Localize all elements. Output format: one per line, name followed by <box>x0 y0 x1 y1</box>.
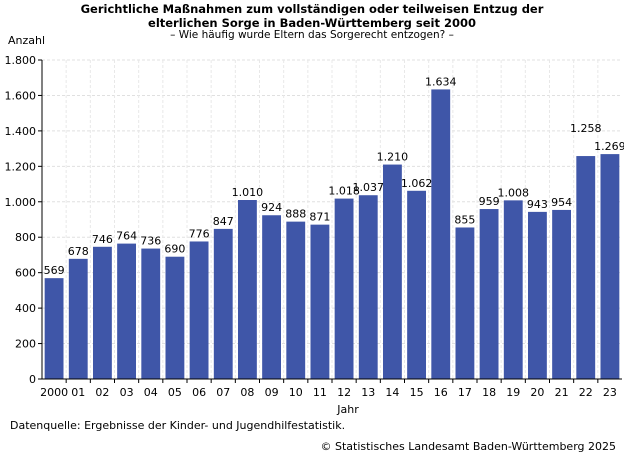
y-tick-label: 400 <box>15 302 36 315</box>
value-label: 678 <box>68 245 89 258</box>
bar-09 <box>262 215 282 379</box>
y-tick-label: 1.200 <box>5 160 37 173</box>
x-tick-label: 09 <box>265 386 279 399</box>
y-tick-label: 600 <box>15 267 36 280</box>
value-label: 746 <box>92 233 113 246</box>
value-label: 736 <box>140 235 161 248</box>
x-tick-label: 17 <box>458 386 472 399</box>
bar-23 <box>600 154 620 379</box>
value-label: 855 <box>454 213 475 226</box>
y-tick-label: 1.800 <box>5 54 37 67</box>
x-tick-label: 05 <box>168 386 182 399</box>
bar-2000 <box>44 278 64 379</box>
x-tick-label: 01 <box>71 386 85 399</box>
x-tick-label: 07 <box>216 386 230 399</box>
bar-06 <box>189 241 209 379</box>
bar-07 <box>213 228 233 379</box>
chart-subtitle: – Wie häufig wurde Eltern das Sorgerecht… <box>170 29 454 41</box>
value-label: 1.269 <box>594 140 624 153</box>
x-tick-label: 12 <box>337 386 351 399</box>
value-label: 954 <box>551 196 572 209</box>
y-tick-label: 0 <box>29 373 36 386</box>
y-axis-label: Anzahl <box>8 34 46 47</box>
value-label: 871 <box>309 211 330 224</box>
bar-22 <box>576 156 596 379</box>
x-tick-label: 06 <box>192 386 206 399</box>
x-tick-label: 10 <box>289 386 303 399</box>
x-tick-label: 16 <box>434 386 448 399</box>
bar-04 <box>141 248 161 379</box>
value-label: 943 <box>527 198 548 211</box>
y-tick-label: 1.000 <box>5 196 37 209</box>
value-label: 1.037 <box>353 181 385 194</box>
bar-19 <box>503 200 523 379</box>
value-label: 1.634 <box>425 75 457 88</box>
x-tick-label: 08 <box>240 386 254 399</box>
bar-15 <box>407 190 427 379</box>
y-tick-label: 800 <box>15 231 36 244</box>
x-tick-label: 19 <box>506 386 520 399</box>
bar-05 <box>165 256 185 379</box>
x-tick-label: 20 <box>530 386 544 399</box>
x-tick-label: 02 <box>95 386 109 399</box>
bar-18 <box>479 209 499 379</box>
x-tick-label: 13 <box>361 386 375 399</box>
y-tick-label: 1.600 <box>5 89 37 102</box>
value-label: 1.010 <box>232 186 264 199</box>
bar-20 <box>527 211 547 379</box>
bar-12 <box>334 198 354 379</box>
bar-08 <box>237 200 257 379</box>
y-tick-label: 1.400 <box>5 125 37 138</box>
x-tick-label: 11 <box>313 386 327 399</box>
axes: 0 200 400 600 800 1.000 1.200 1.400 1.600 1.800 20… <box>5 54 622 399</box>
value-label: 1.258 <box>570 122 602 135</box>
x-tick-label: 23 <box>603 386 617 399</box>
chart-title: Gerichtliche Maßnahmen zum vollständigen… <box>0 2 624 30</box>
x-tick-label: 2000 <box>40 386 68 399</box>
x-tick-label: 15 <box>410 386 424 399</box>
chart-title-line-1: Gerichtliche Maßnahmen zum vollständigen… <box>80 2 544 16</box>
bar-01 <box>68 258 88 379</box>
bar-03 <box>117 243 137 379</box>
value-label: 924 <box>261 201 282 214</box>
grid-lines <box>42 59 622 379</box>
value-label: 764 <box>116 230 137 243</box>
value-label: 959 <box>479 195 500 208</box>
value-label: 776 <box>189 227 210 240</box>
bar-10 <box>286 221 306 379</box>
value-label: 690 <box>164 243 185 256</box>
value-label: 1.008 <box>498 186 530 199</box>
x-tick-label: 14 <box>385 386 399 399</box>
value-label: 1.210 <box>377 151 409 164</box>
y-tick-label: 200 <box>15 338 36 351</box>
bar-16 <box>431 89 451 380</box>
x-tick-label: 21 <box>555 386 569 399</box>
chart-title-line-2: elterlichen Sorge in Baden-Württemberg s… <box>148 16 476 30</box>
x-tick-label: 22 <box>579 386 593 399</box>
value-label: 569 <box>44 264 65 277</box>
bar-13 <box>358 195 378 379</box>
data-source: Datenquelle: Ergebnisse der Kinder- und … <box>10 419 346 432</box>
bar-21 <box>552 209 572 379</box>
bar-02 <box>92 246 112 379</box>
x-tick-label: 18 <box>482 386 496 399</box>
x-tick-label: 03 <box>120 386 134 399</box>
value-label: 888 <box>285 208 306 221</box>
value-label: 1.062 <box>401 177 433 190</box>
value-label: 847 <box>213 215 234 228</box>
bar-11 <box>310 224 330 379</box>
x-tick-label: 04 <box>144 386 158 399</box>
bars <box>44 89 620 380</box>
x-axis-label: Jahr <box>336 403 359 416</box>
bar-17 <box>455 227 475 379</box>
copyright: © Statistisches Landesamt Baden-Württemb… <box>320 440 616 453</box>
value-label: 1.018 <box>328 185 360 198</box>
bar-14 <box>382 164 402 379</box>
